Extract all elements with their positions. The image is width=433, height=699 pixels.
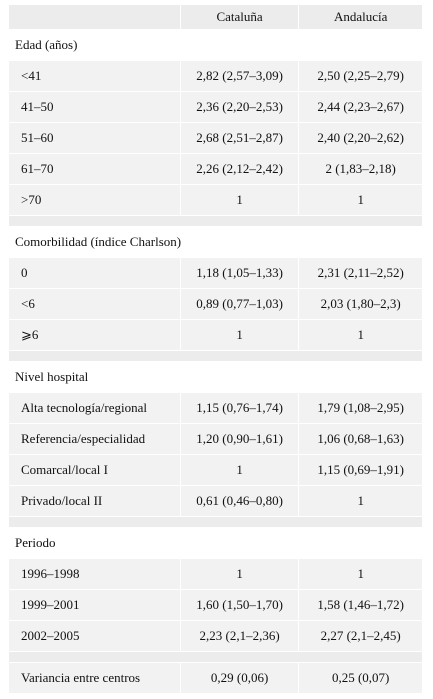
row-label: 51–60 (8, 122, 181, 154)
andalucia-value: 2,44 (2,23–2,67) (298, 91, 423, 123)
row-label: 1999–2001 (8, 589, 181, 621)
table-row: 41–50 2,36 (2,20–2,53) 2,44 (2,23–2,67) (8, 91, 423, 123)
section-row: Periodo (8, 527, 423, 559)
row-label: 2002–2005 (8, 620, 181, 652)
row-label: Comarcal/local I (8, 454, 181, 486)
row-label: 1996–1998 (8, 558, 181, 590)
footer-andalucia: 0,25 (0,07) (298, 662, 423, 694)
cataluna-value: 2,23 (2,1–2,36) (179, 620, 300, 652)
row-label: >70 (8, 184, 181, 216)
row-label: 41–50 (8, 91, 181, 123)
cataluna-value: 2,26 (2,12–2,42) (179, 153, 300, 185)
table-row: 0 1,18 (1,05–1,33) 2,31 (2,11–2,52) (8, 257, 423, 289)
table-row: 51–60 2,68 (2,51–2,87) 2,40 (2,20–2,62) (8, 122, 423, 154)
table-row: 2002–2005 2,23 (2,1–2,36) 2,27 (2,1–2,45) (8, 620, 423, 652)
andalucia-value: 1 (298, 184, 423, 216)
table-row: <6 0,89 (0,77–1,03) 2,03 (1,80–2,3) (8, 288, 423, 320)
section-title: Periodo (8, 527, 423, 559)
row-label: <41 (8, 60, 181, 92)
cataluna-value: 2,68 (2,51–2,87) (179, 122, 300, 154)
header-cataluna: Cataluña (179, 4, 300, 30)
footer-row: Variancia entre centros 0,29 (0,06) 0,25 (… (8, 662, 423, 694)
table-row: Comarcal/local I 1 1,15 (0,69–1,91) (8, 454, 423, 486)
section-row: Edad (años) (8, 29, 423, 61)
cataluna-value: 2,36 (2,20–2,53) (179, 91, 300, 123)
cataluna-value: 1,15 (0,76–1,74) (179, 392, 300, 424)
cataluna-value: 1 (179, 558, 300, 590)
cataluna-value: 1 (179, 454, 300, 486)
footer-cataluna: 0,29 (0,06) (179, 662, 300, 694)
footer-label: Variancia entre centros (8, 662, 181, 694)
andalucia-value: 1 (298, 485, 423, 517)
spacer-cell (8, 350, 423, 362)
cataluna-value: 1,20 (0,90–1,61) (179, 423, 300, 455)
section-title: Edad (años) (8, 29, 423, 61)
cataluna-value: 1,18 (1,05–1,33) (179, 257, 300, 289)
andalucia-value: 1 (298, 319, 423, 351)
table-row: Alta tecnología/regional 1,15 (0,76–1,74)… (8, 392, 423, 424)
cataluna-value: 1,60 (1,50–1,70) (179, 589, 300, 621)
cataluna-value: 1 (179, 319, 300, 351)
section-spacer (8, 350, 423, 362)
cataluna-value: 2,82 (2,57–3,09) (179, 60, 300, 92)
andalucia-value: 2,27 (2,1–2,45) (298, 620, 423, 652)
spacer-cell (8, 215, 423, 227)
section-row: Nivel hospital (8, 361, 423, 393)
andalucia-value: 1,58 (1,46–1,72) (298, 589, 423, 621)
table-row: Privado/local II 0,61 (0,46–0,80) 1 (8, 485, 423, 517)
andalucia-value: 2 (1,83–2,18) (298, 153, 423, 185)
andalucia-value: 1,79 (1,08–2,95) (298, 392, 423, 424)
section-spacer (8, 516, 423, 528)
cataluna-value: 0,89 (0,77–1,03) (179, 288, 300, 320)
cataluna-value: 1 (179, 184, 300, 216)
spacer-cell (8, 651, 423, 663)
section-spacer (8, 651, 423, 663)
spacer-cell (8, 516, 423, 528)
header-row: Cataluña Andalucía (8, 4, 423, 30)
table-row: 1999–2001 1,60 (1,50–1,70) 1,58 (1,46–1,72… (8, 589, 423, 621)
section-spacer (8, 215, 423, 227)
row-label: Alta tecnología/regional (8, 392, 181, 424)
table-row: ⩾6 1 1 (8, 319, 423, 351)
section-title: Nivel hospital (8, 361, 423, 393)
table-row: 1996–1998 1 1 (8, 558, 423, 590)
section-title: Comorbilidad (índice Charlson) (8, 226, 423, 258)
section-row: Comorbilidad (índice Charlson) (8, 226, 423, 258)
header-andalucia: Andalucía (298, 4, 423, 30)
andalucia-value: 1 (298, 558, 423, 590)
table-row: 61–70 2,26 (2,12–2,42) 2 (1,83–2,18) (8, 153, 423, 185)
table-row: <41 2,82 (2,57–3,09) 2,50 (2,25–2,79) (8, 60, 423, 92)
row-label: 61–70 (8, 153, 181, 185)
row-label: 0 (8, 257, 181, 289)
header-empty-cell (8, 4, 181, 30)
table-row: >70 1 1 (8, 184, 423, 216)
andalucia-value: 2,50 (2,25–2,79) (298, 60, 423, 92)
row-label: <6 (8, 288, 181, 320)
andalucia-value: 2,31 (2,11–2,52) (298, 257, 423, 289)
row-label: Privado/local II (8, 485, 181, 517)
andalucia-value: 2,40 (2,20–2,62) (298, 122, 423, 154)
results-table: Cataluña Andalucía Edad (años) <41 2,82 (2… (8, 4, 423, 694)
cataluna-value: 0,61 (0,46–0,80) (179, 485, 300, 517)
row-label: Referencia/especialidad (8, 423, 181, 455)
andalucia-value: 1,15 (0,69–1,91) (298, 454, 423, 486)
table-body: Cataluña Andalucía Edad (años) <41 2,82 (2… (8, 4, 423, 694)
andalucia-value: 1,06 (0,68–1,63) (298, 423, 423, 455)
andalucia-value: 2,03 (1,80–2,3) (298, 288, 423, 320)
row-label: ⩾6 (8, 319, 181, 351)
table-row: Referencia/especialidad 1,20 (0,90–1,61) 1… (8, 423, 423, 455)
